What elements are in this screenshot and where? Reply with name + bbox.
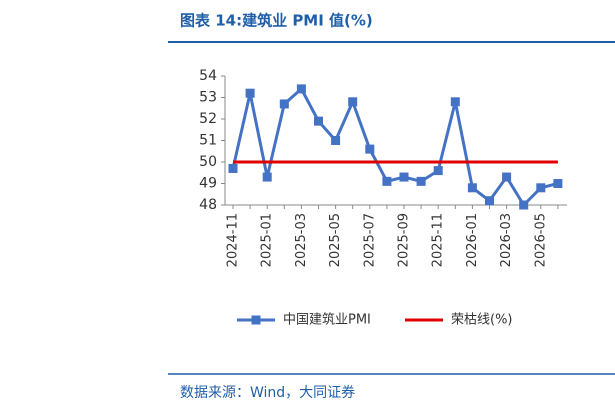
y-tick-label: 52 bbox=[199, 111, 217, 127]
marker bbox=[245, 88, 255, 98]
marker bbox=[262, 172, 272, 182]
marker bbox=[416, 176, 426, 186]
y-tick-label: 54 bbox=[199, 68, 217, 84]
x-tick-label: 2024-11 bbox=[226, 213, 241, 267]
marker bbox=[519, 200, 529, 210]
legend-label: 中国建筑业PMI bbox=[283, 312, 371, 328]
marker bbox=[331, 136, 341, 145]
y-tick-label: 51 bbox=[199, 133, 217, 149]
marker bbox=[450, 97, 460, 107]
x-tick-label: 2025-03 bbox=[294, 213, 309, 267]
marker bbox=[553, 179, 563, 188]
marker bbox=[467, 183, 477, 193]
x-tick-label: 2025-07 bbox=[362, 213, 377, 267]
x-tick-label: 2025-09 bbox=[397, 213, 412, 267]
x-tick-label: 2025-11 bbox=[431, 213, 446, 267]
y-tick-label: 50 bbox=[199, 154, 217, 170]
legend-marker bbox=[251, 315, 261, 325]
y-tick-label: 48 bbox=[199, 197, 217, 213]
marker bbox=[296, 84, 306, 94]
chart-title: 图表 14:建筑业 PMI 值(%) bbox=[180, 12, 373, 30]
marker bbox=[536, 183, 546, 193]
plot: 48 49 50 51 52 53 54 2024-11 2025-01 2025-03 2025-… bbox=[199, 68, 567, 328]
x-tick-label: 2025-01 bbox=[260, 213, 275, 267]
marker bbox=[314, 116, 323, 126]
marker bbox=[279, 99, 289, 109]
marker bbox=[485, 196, 494, 206]
source: 数据来源：Wind，大同证券 bbox=[180, 385, 355, 401]
x-tick-label: 2026-03 bbox=[499, 213, 514, 267]
x-tick-label: 2026-05 bbox=[533, 213, 548, 267]
x-tick-label: 2025-05 bbox=[328, 213, 343, 267]
marker bbox=[399, 172, 409, 182]
marker bbox=[433, 166, 443, 176]
x-tick-label: 2026-01 bbox=[465, 213, 480, 267]
marker bbox=[382, 176, 392, 186]
y-tick-label: 53 bbox=[199, 90, 217, 106]
marker bbox=[365, 144, 375, 154]
marker bbox=[502, 172, 512, 182]
marker bbox=[228, 163, 238, 173]
legend-label: 荣枯线(%) bbox=[451, 313, 513, 328]
y-tick-label: 49 bbox=[199, 176, 217, 192]
marker bbox=[348, 97, 358, 107]
